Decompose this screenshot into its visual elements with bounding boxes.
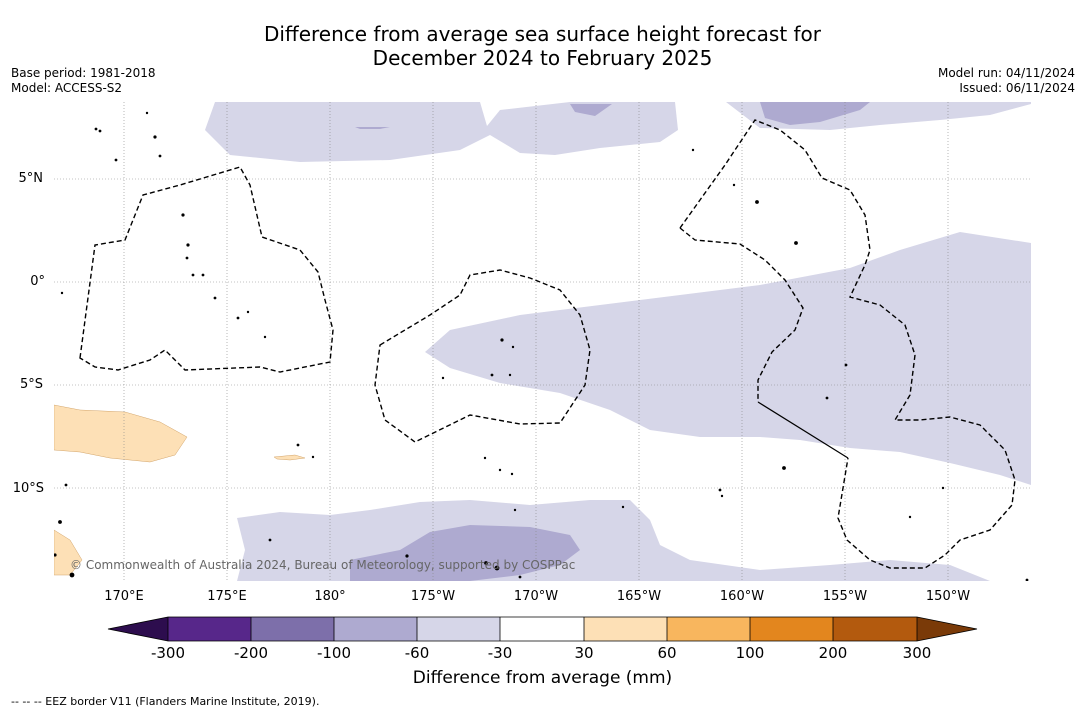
islands [54, 111, 1029, 581]
title-line-2: December 2024 to February 2025 [372, 46, 713, 70]
colorbar-label: Difference from average (mm) [412, 668, 673, 688]
base-period: Base period: 1981-2018 [11, 66, 156, 80]
lon-label-170e: 170°E [104, 589, 144, 604]
colorbar-tick: 300 [902, 644, 932, 662]
colorbar-extend-high [917, 617, 977, 641]
anomaly-mid-purple [350, 102, 870, 581]
colorbar [107, 616, 978, 642]
colorbar-tick: -300 [150, 644, 186, 662]
colorbar-swatch [417, 617, 500, 641]
credit-text: © Commonwealth of Australia 2024, Bureau… [70, 558, 576, 572]
lat-label-5n: 5°N [18, 171, 44, 186]
lon-label-155w: 155°W [822, 589, 868, 604]
model-name: Model: ACCESS-S2 [11, 81, 123, 95]
colorbar-swatch [168, 617, 251, 641]
title-line-1: Difference from average sea surface heig… [263, 22, 822, 46]
eez-border-solid [757, 401, 849, 459]
lon-label-175w: 175°W [410, 589, 456, 604]
eez-borders [79, 119, 1016, 569]
colorbar-tick: 100 [735, 644, 765, 662]
colorbar-swatch [334, 617, 417, 641]
lon-label-180: 180° [314, 589, 346, 604]
eez-legend-footer: -- -- -- EEZ border V11 (Flanders Marine… [11, 695, 320, 708]
colorbar-tick: -30 [487, 644, 513, 662]
colorbar-swatch [584, 617, 667, 641]
colorbar-tick: -100 [316, 644, 352, 662]
lon-label-160w: 160°W [719, 589, 765, 604]
colorbar-tick: -200 [233, 644, 269, 662]
issued-date: Issued: 06/11/2024 [959, 81, 1075, 95]
colorbar-swatch [500, 617, 584, 641]
colorbar-tick: -60 [404, 644, 430, 662]
lon-label-165w: 165°W [616, 589, 662, 604]
map-panel[interactable] [54, 102, 1031, 581]
map-title: Difference from average sea surface heig… [0, 22, 1085, 70]
colorbar-tick: 200 [818, 644, 848, 662]
lon-label-175e: 175°E [207, 589, 247, 604]
model-run: Model run: 04/11/2024 [937, 66, 1075, 80]
meta-left: Base period: 1981-2018 Model: ACCESS-S2 [11, 66, 156, 96]
colorbar-swatch [750, 617, 833, 641]
lat-label-0: 0° [30, 274, 45, 289]
colorbar-swatch [251, 617, 334, 641]
colorbar-extend-low [108, 617, 168, 641]
gridlines [54, 102, 1031, 581]
colorbar-swatch [833, 617, 917, 641]
colorbar-swatch [667, 617, 750, 641]
lon-label-170w: 170°W [513, 589, 559, 604]
lat-label-5s: 5°S [19, 377, 43, 392]
meta-right: Model run: 04/11/2024 Issued: 06/11/2024 [938, 66, 1075, 96]
anomaly-light-orange [54, 404, 306, 576]
lat-label-10s: 10°S [12, 481, 44, 496]
lon-label-150w: 150°W [925, 589, 971, 604]
colorbar-tick: 60 [657, 644, 677, 662]
colorbar-tick: 30 [574, 644, 594, 662]
